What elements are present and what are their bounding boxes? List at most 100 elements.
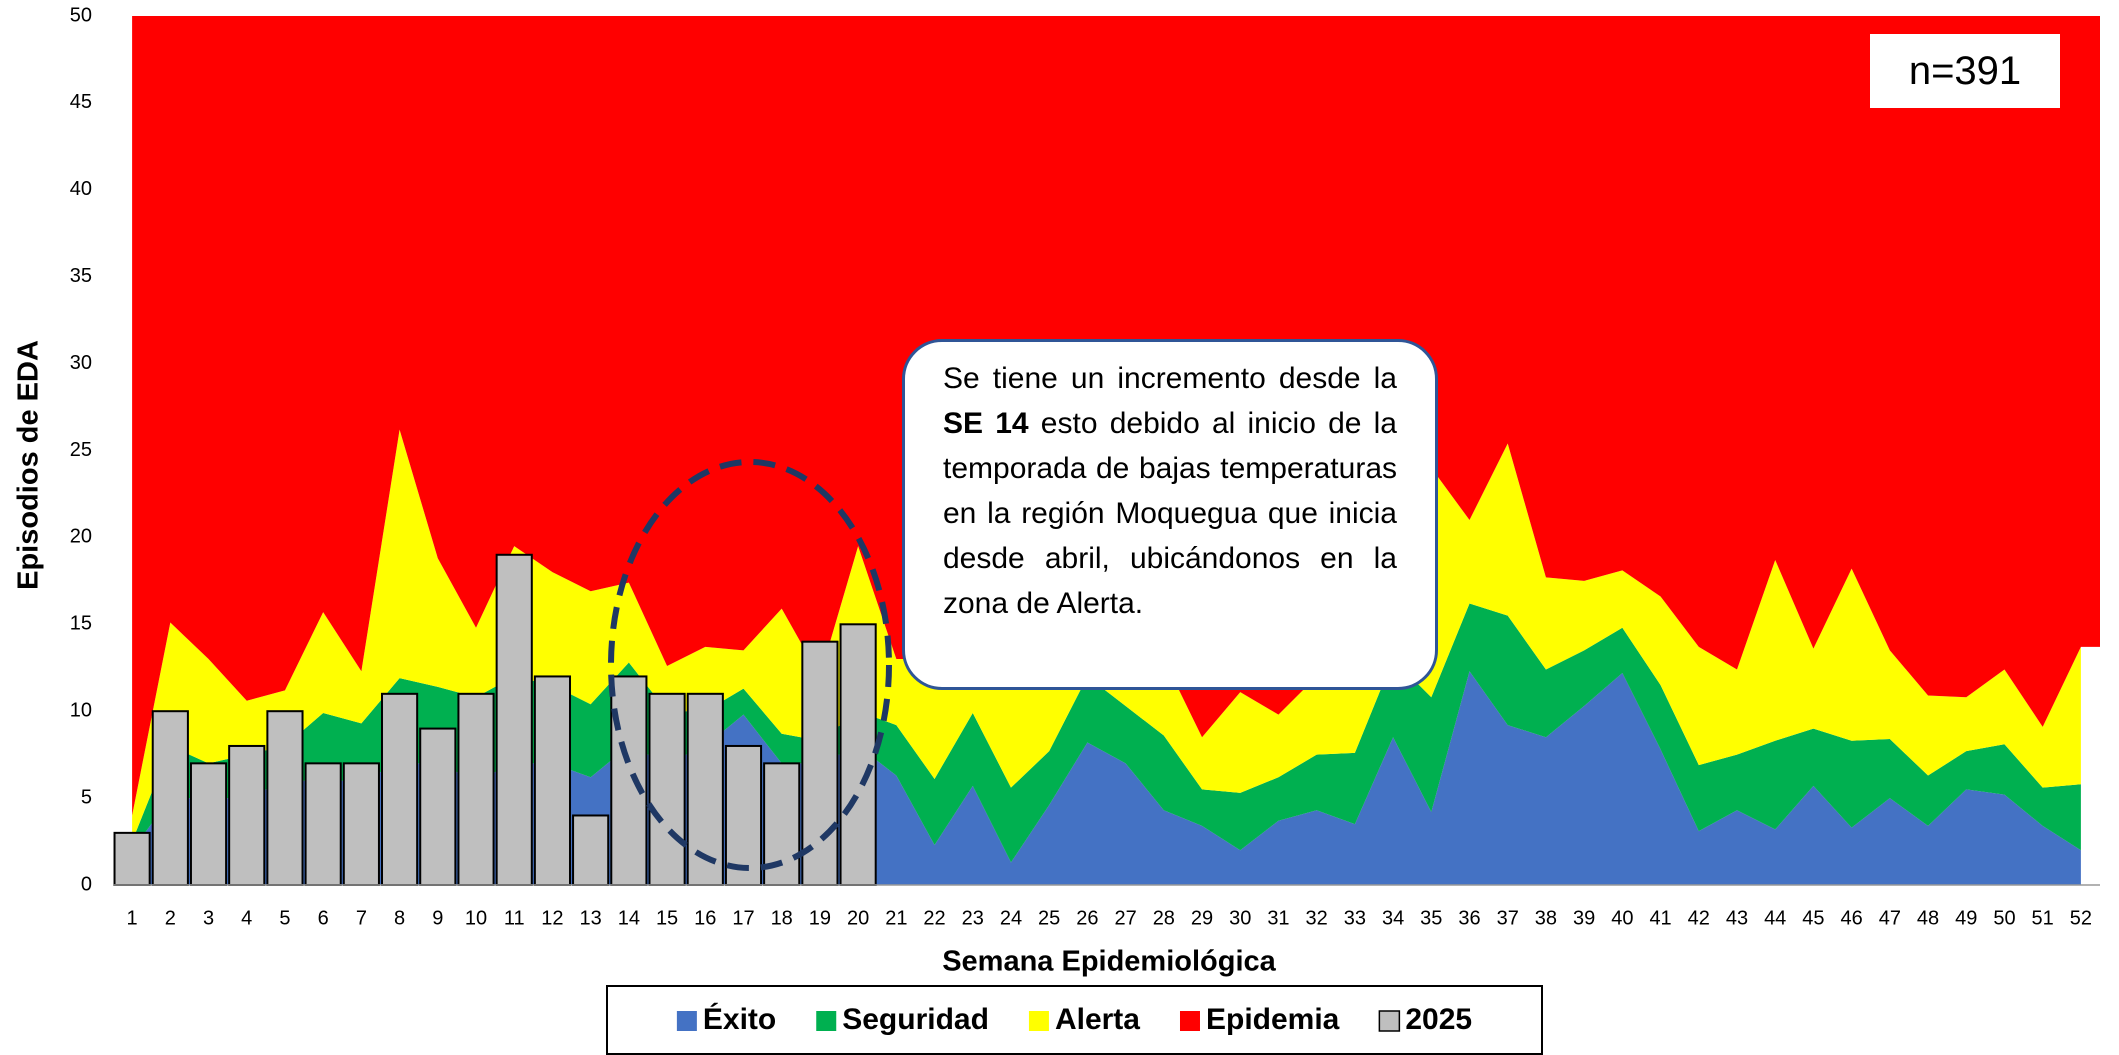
x-tick-label: 29	[1191, 907, 1213, 929]
x-tick-label: 6	[318, 907, 329, 929]
bar	[228, 744, 266, 887]
y-tick-label: 15	[70, 613, 92, 635]
x-tick-label: 38	[1535, 907, 1557, 929]
bar	[572, 814, 610, 886]
x-tick-label: 45	[1802, 907, 1824, 929]
bar	[419, 727, 457, 887]
x-tick-label: 11	[504, 907, 525, 929]
y-tick-label: 40	[70, 178, 92, 200]
x-tick-label: 17	[732, 907, 754, 929]
legend: Éxito Seguridad Alerta Epidemia 2025	[676, 1002, 1472, 1036]
x-tick-label: 4	[241, 907, 252, 929]
x-tick-label: 35	[1420, 907, 1442, 929]
x-tick-label: 40	[1611, 907, 1633, 929]
x-tick-label: 46	[1841, 907, 1863, 929]
x-tick-label: 15	[656, 907, 678, 929]
x-tick-label: 22	[923, 907, 945, 929]
y-axis-title: Episodios de EDA	[13, 340, 45, 590]
legend-swatch	[1378, 1010, 1401, 1032]
legend-label: Éxito	[703, 1002, 776, 1036]
x-tick-label: 31	[1267, 907, 1289, 929]
bar	[113, 831, 151, 886]
bar	[304, 762, 342, 887]
x-tick-label: 36	[1458, 907, 1480, 929]
legend-swatch	[816, 1011, 837, 1031]
x-tick-label: 21	[885, 907, 907, 929]
x-tick-label: 33	[1344, 907, 1366, 929]
callout-text: Se tiene un incremento desde la	[943, 362, 1397, 395]
bar	[839, 623, 877, 886]
x-tick-label: 18	[771, 907, 793, 929]
bar	[495, 553, 533, 887]
x-tick-label: 43	[1726, 907, 1748, 929]
x-tick-label: 48	[1917, 907, 1939, 929]
x-tick-label: 47	[1879, 907, 1901, 929]
y-tick-label: 10	[70, 699, 92, 721]
bar	[189, 762, 228, 887]
bar	[342, 762, 380, 887]
x-tick-label: 13	[580, 907, 602, 929]
x-tick-label: 49	[1955, 907, 1977, 929]
bar	[533, 675, 572, 886]
callout: Se tiene un incremento desde la SE 14 es…	[902, 339, 1438, 690]
x-tick-label: 20	[847, 907, 869, 929]
x-tick-label: 23	[962, 907, 984, 929]
bar	[457, 692, 495, 886]
x-tick-label: 39	[1573, 907, 1595, 929]
x-tick-label: 51	[2032, 907, 2054, 929]
x-axis-title: Semana Epidemiológica	[942, 946, 1276, 978]
x-tick-label: 14	[618, 907, 640, 929]
x-tick-label: 44	[1764, 907, 1786, 929]
callout-text: esto debido al inicio de la temporada de…	[943, 407, 1397, 620]
bars	[113, 553, 2100, 887]
callout-bold: SE 14	[943, 407, 1029, 440]
sample-size: n=391	[1870, 34, 2060, 108]
x-tick-label: 24	[1000, 907, 1022, 929]
highlight-ellipse	[608, 459, 892, 871]
x-tick-label: 42	[1688, 907, 1710, 929]
y-tick-label: 35	[70, 265, 92, 287]
bar	[266, 710, 304, 887]
legend-swatch	[1179, 1011, 1200, 1031]
y-tick-label: 5	[81, 786, 92, 808]
x-tick-label: 7	[356, 907, 367, 929]
legend-label: Alerta	[1055, 1003, 1140, 1036]
x-tick-label: 41	[1649, 907, 1671, 929]
x-tick-label: 50	[1993, 907, 2015, 929]
y-tick-label: 20	[70, 526, 92, 548]
bar	[610, 675, 648, 886]
x-tick-label: 19	[809, 907, 831, 929]
x-tick-label: 5	[279, 907, 290, 929]
x-tick-label: 28	[1153, 907, 1175, 929]
x-tick-label: 16	[694, 907, 716, 929]
x-tick-label: 30	[1229, 907, 1251, 929]
legend-swatch	[676, 1011, 697, 1031]
y-tick-label: 50	[70, 4, 92, 26]
x-tick-label: 52	[2070, 907, 2092, 929]
x-tick-label: 3	[203, 907, 214, 929]
legend-box	[606, 985, 1543, 1055]
x-tick-label: 12	[541, 907, 563, 929]
bar	[648, 692, 686, 886]
y-tick-label: 25	[70, 439, 92, 461]
legend-label: 2025	[1405, 1003, 1472, 1036]
bar	[151, 710, 189, 887]
x-tick-label: 2	[165, 907, 176, 929]
x-tick-label: 32	[1306, 907, 1328, 929]
x-tick-label: 1	[127, 907, 138, 929]
area	[132, 603, 2081, 863]
legend-label: Seguridad	[842, 1003, 989, 1036]
y-tick-label: 0	[81, 873, 92, 895]
x-tick-label: 26	[1076, 907, 1098, 929]
x-tick-label: 10	[465, 907, 487, 929]
bar	[801, 640, 839, 886]
y-tick-label: 30	[70, 352, 92, 374]
x-tick-label: 37	[1497, 907, 1519, 929]
y-tick-label: 45	[70, 91, 92, 113]
x-tick-label: 34	[1382, 907, 1404, 929]
x-tick-label: 8	[394, 907, 405, 929]
x-tick-label: 9	[432, 907, 443, 929]
x-tick-label: 25	[1038, 907, 1060, 929]
x-tick-label: 27	[1114, 907, 1136, 929]
